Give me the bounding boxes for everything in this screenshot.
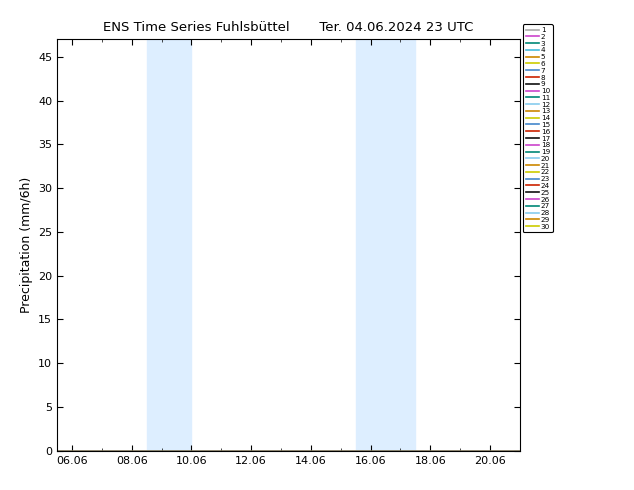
Legend: 1, 2, 3, 4, 5, 6, 7, 8, 9, 10, 11, 12, 13, 14, 15, 16, 17, 18, 19, 20, 21, 22, 2: 1, 2, 3, 4, 5, 6, 7, 8, 9, 10, 11, 12, 1…: [523, 24, 552, 232]
Y-axis label: Precipitation (mm/6h): Precipitation (mm/6h): [20, 177, 32, 313]
Bar: [356, 39, 415, 451]
Title: ENS Time Series Fuhlsbüttel       Ter. 04.06.2024 23 UTC: ENS Time Series Fuhlsbüttel Ter. 04.06.2…: [103, 21, 474, 34]
Bar: [146, 39, 191, 451]
